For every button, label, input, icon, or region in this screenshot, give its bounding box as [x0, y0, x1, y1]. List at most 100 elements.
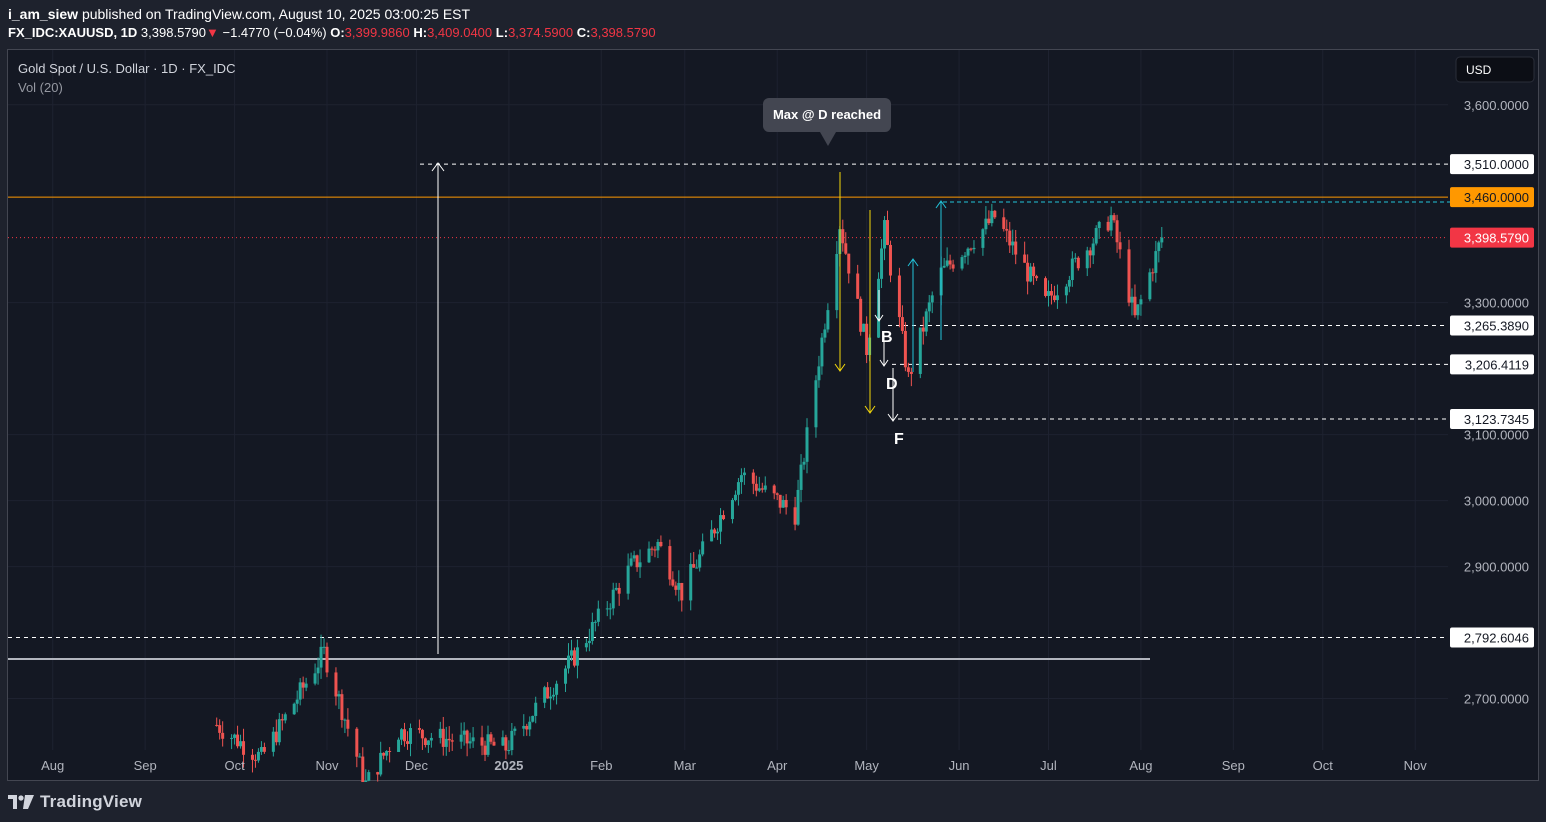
candle-body [295, 699, 299, 704]
candle-body [614, 587, 618, 590]
candle-body [1035, 276, 1039, 279]
x-tick-label: Oct [1313, 758, 1334, 773]
candle-body [739, 475, 743, 483]
candle-body [236, 734, 240, 747]
price-chart[interactable]: 3,510.0000 3,460.0000 3,398.5790 3,265.3890… [8, 50, 1540, 792]
y-tick-label: 2,900.0000 [1464, 560, 1529, 575]
candle-body [900, 317, 904, 331]
candle-body [1112, 215, 1116, 221]
candle-body [859, 298, 863, 332]
x-tick-label: May [854, 758, 879, 773]
candle-body [629, 558, 633, 566]
candle-body [575, 647, 579, 666]
price-label-text: 3,398.5790 [1464, 231, 1529, 246]
price-axis[interactable]: 3,600.0000 3,300.0000 3,100.0000 3,000.0000… [1464, 98, 1529, 707]
candle-body [1106, 221, 1110, 231]
candle-body [722, 515, 726, 520]
candle-body [647, 548, 651, 563]
candle-body [883, 220, 887, 249]
candle-body [274, 731, 278, 743]
candle-body [361, 756, 365, 783]
candle-body [343, 719, 347, 721]
candle-body [489, 734, 493, 742]
candle-body [292, 703, 296, 715]
time-axis[interactable]: Aug Sep Oct Nov Dec 2025 Feb Mar Apr May Jun Jul Aug… [41, 758, 1427, 773]
candle-body [376, 772, 380, 775]
down-triangle-icon: ▼ [206, 25, 219, 40]
candle-body [680, 582, 684, 601]
candle-body [1032, 266, 1036, 277]
candle-body [716, 531, 720, 534]
candle-body [531, 715, 535, 722]
candle-body [987, 218, 991, 224]
candle-body [1151, 272, 1155, 274]
x-tick-label: Jul [1040, 758, 1057, 773]
candle-body [757, 488, 761, 491]
x-tick-label: Aug [1129, 758, 1152, 773]
candle-body [1094, 228, 1098, 244]
candle-body [847, 253, 851, 274]
candle-body [841, 229, 845, 244]
candle-body [689, 564, 693, 601]
footer-brand[interactable]: TradingView [40, 792, 143, 811]
candle-body [1029, 266, 1033, 282]
candle-body [569, 650, 573, 656]
candle-body [271, 731, 275, 752]
callout-box[interactable] [763, 98, 891, 132]
low-label: L: [495, 25, 509, 40]
candle-body [993, 210, 997, 218]
candle-body [945, 260, 949, 266]
candle-body [692, 564, 696, 568]
candle-body [1052, 295, 1056, 301]
candle-body [313, 673, 317, 684]
candle-body [221, 732, 225, 739]
price-change: −1.4770 (−0.04%) [222, 25, 327, 40]
candle-body [504, 737, 508, 751]
candle-body [733, 494, 737, 501]
candle-body [671, 579, 675, 586]
candle-body [823, 329, 827, 338]
candle-body [364, 780, 368, 783]
cyan-arrowhead-1 [907, 258, 919, 267]
callout-text: Max @ D reached [773, 107, 881, 122]
candle-body [256, 751, 260, 761]
candle-body [990, 210, 994, 224]
currency-button[interactable] [1455, 56, 1535, 83]
candle-body [1160, 237, 1164, 243]
candle-body [701, 541, 705, 555]
candle-body [960, 257, 964, 269]
candle-body [507, 750, 511, 752]
candle-body [608, 608, 612, 610]
y-tick-label: 3,000.0000 [1464, 494, 1529, 509]
price-label-text: 3,206.4119 [1465, 357, 1529, 372]
candle-body [334, 672, 338, 697]
candle-body [337, 694, 341, 697]
author-name[interactable]: i_am_siew [8, 6, 79, 22]
candle-body [280, 719, 284, 721]
candle-body [659, 541, 663, 547]
candle-body [397, 739, 401, 752]
open-value: 3,399.9860 [344, 25, 410, 40]
candle-body [1005, 228, 1009, 231]
candle-body [695, 567, 699, 569]
candle-body [483, 745, 487, 755]
candle-body [1046, 291, 1050, 296]
white-arrowhead-2 [879, 359, 889, 367]
y-tick-label: 2,700.0000 [1464, 692, 1529, 707]
candle-body [984, 218, 988, 230]
candle-body [429, 737, 433, 741]
candle-body [611, 589, 615, 609]
candle-body [969, 248, 973, 250]
candle-body [408, 728, 412, 744]
low-value: 3,374.5900 [508, 25, 574, 40]
chart-frame[interactable]: 3,510.0000 3,460.0000 3,398.5790 3,265.3890… [7, 49, 1540, 792]
candle-body [963, 255, 967, 258]
candle-body [951, 264, 955, 269]
x-tick-label: Nov [1404, 758, 1428, 773]
candle-body [698, 554, 702, 568]
candle-body [1076, 257, 1080, 269]
white-arrowhead-1 [874, 314, 884, 322]
candle-body [420, 729, 424, 739]
price-levels: 3,510.0000 3,460.0000 3,398.5790 3,265.3890… [8, 154, 1534, 660]
price-label-box [1450, 408, 1534, 429]
